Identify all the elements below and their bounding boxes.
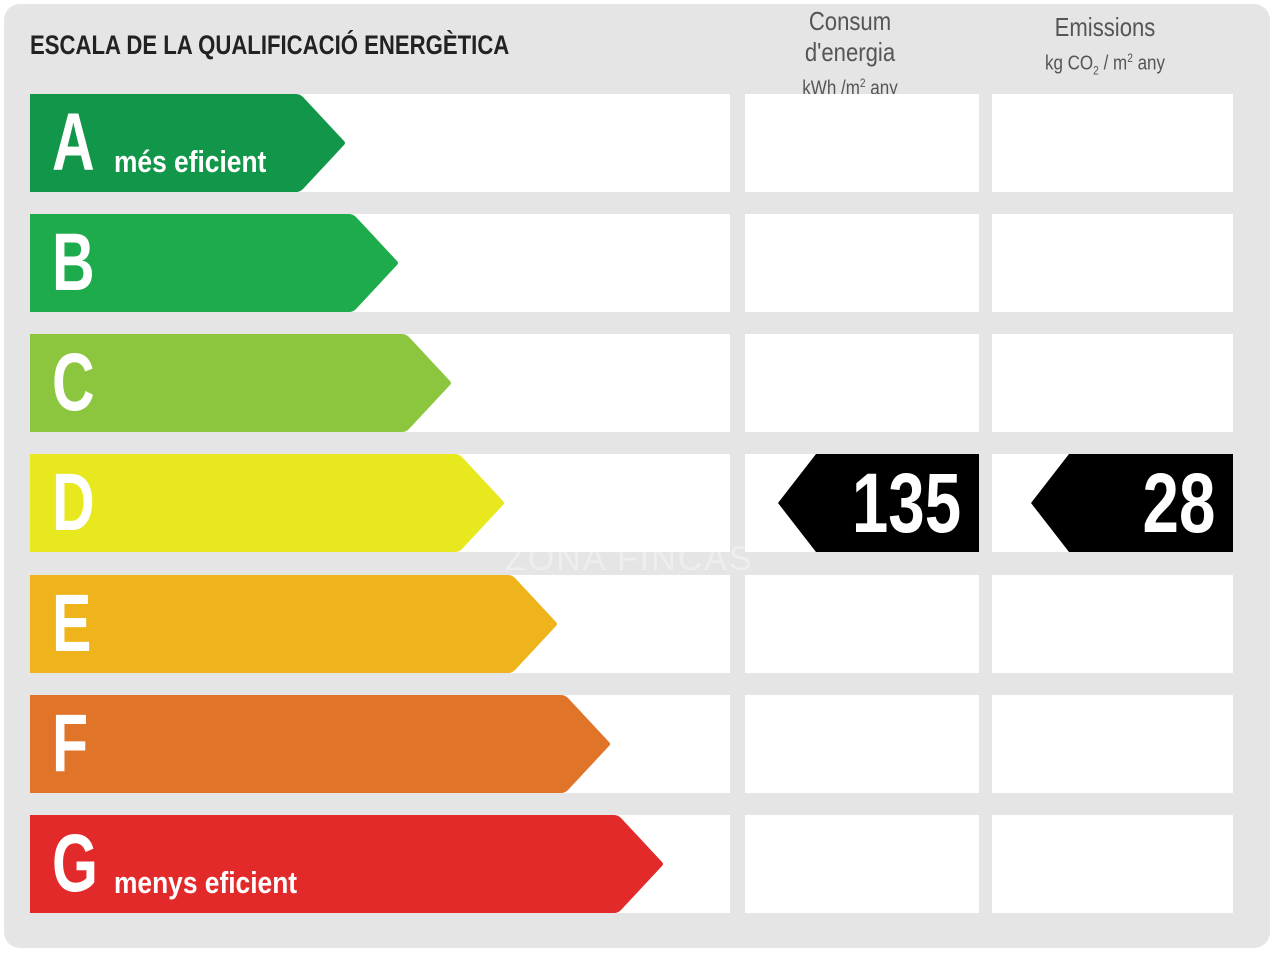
class-letter: F (52, 698, 89, 789)
consumption-cell (745, 94, 979, 192)
emissions-marker: 28 (1031, 454, 1233, 552)
emissions-cell (992, 214, 1233, 312)
consumption-marker-value: 135 (851, 456, 961, 550)
emissions-cell (992, 695, 1233, 793)
class-sublabel: més eficient (114, 144, 267, 179)
class-letter: A (52, 97, 95, 188)
rating-row-d: D 135 28 (0, 454, 1280, 552)
rating-row-e: E (0, 575, 1280, 673)
emissions-column-header: Emissions kg CO2 / m2 any (1000, 12, 1210, 78)
class-letter: G (52, 818, 98, 909)
class-letter: D (52, 457, 95, 548)
class-arrow-b (30, 214, 399, 312)
class-letter: E (52, 578, 92, 669)
rating-row-b: B (0, 214, 1280, 312)
consumption-cell (745, 575, 979, 673)
watermark: ZONA FINCAS (505, 540, 754, 578)
emissions-cell (992, 94, 1233, 192)
class-arrow-g (30, 815, 664, 913)
emissions-marker-value: 28 (1142, 456, 1215, 550)
emissions-cell (992, 815, 1233, 913)
class-arrow-e (30, 575, 558, 673)
class-arrow-c (30, 334, 452, 432)
emissions-cell (992, 334, 1233, 432)
consumption-cell (745, 334, 979, 432)
class-arrow-d (30, 454, 505, 552)
consumption-marker: 135 (778, 454, 979, 552)
emissions-unit: kg CO2 / m2 any (1044, 51, 1166, 78)
class-arrow-a (30, 94, 346, 192)
class-letter: C (52, 337, 95, 428)
consumption-column-header: Consum d'energia kWh /m2 any (745, 6, 955, 101)
class-arrow-f (30, 695, 611, 793)
emissions-heading: Emissions (1054, 12, 1156, 42)
consumption-cell (745, 695, 979, 793)
rating-row-f: F (0, 695, 1280, 793)
emissions-cell (992, 575, 1233, 673)
rating-row-c: C (0, 334, 1280, 432)
consumption-cell (745, 815, 979, 913)
consumption-heading: Consum d'energia (804, 6, 896, 67)
class-sublabel: menys eficient (114, 865, 298, 900)
consumption-cell (745, 214, 979, 312)
class-letter: B (52, 217, 95, 308)
page-title: ESCALA DE LA QUALIFICACIÓ ENERGÈTICA (30, 30, 510, 60)
